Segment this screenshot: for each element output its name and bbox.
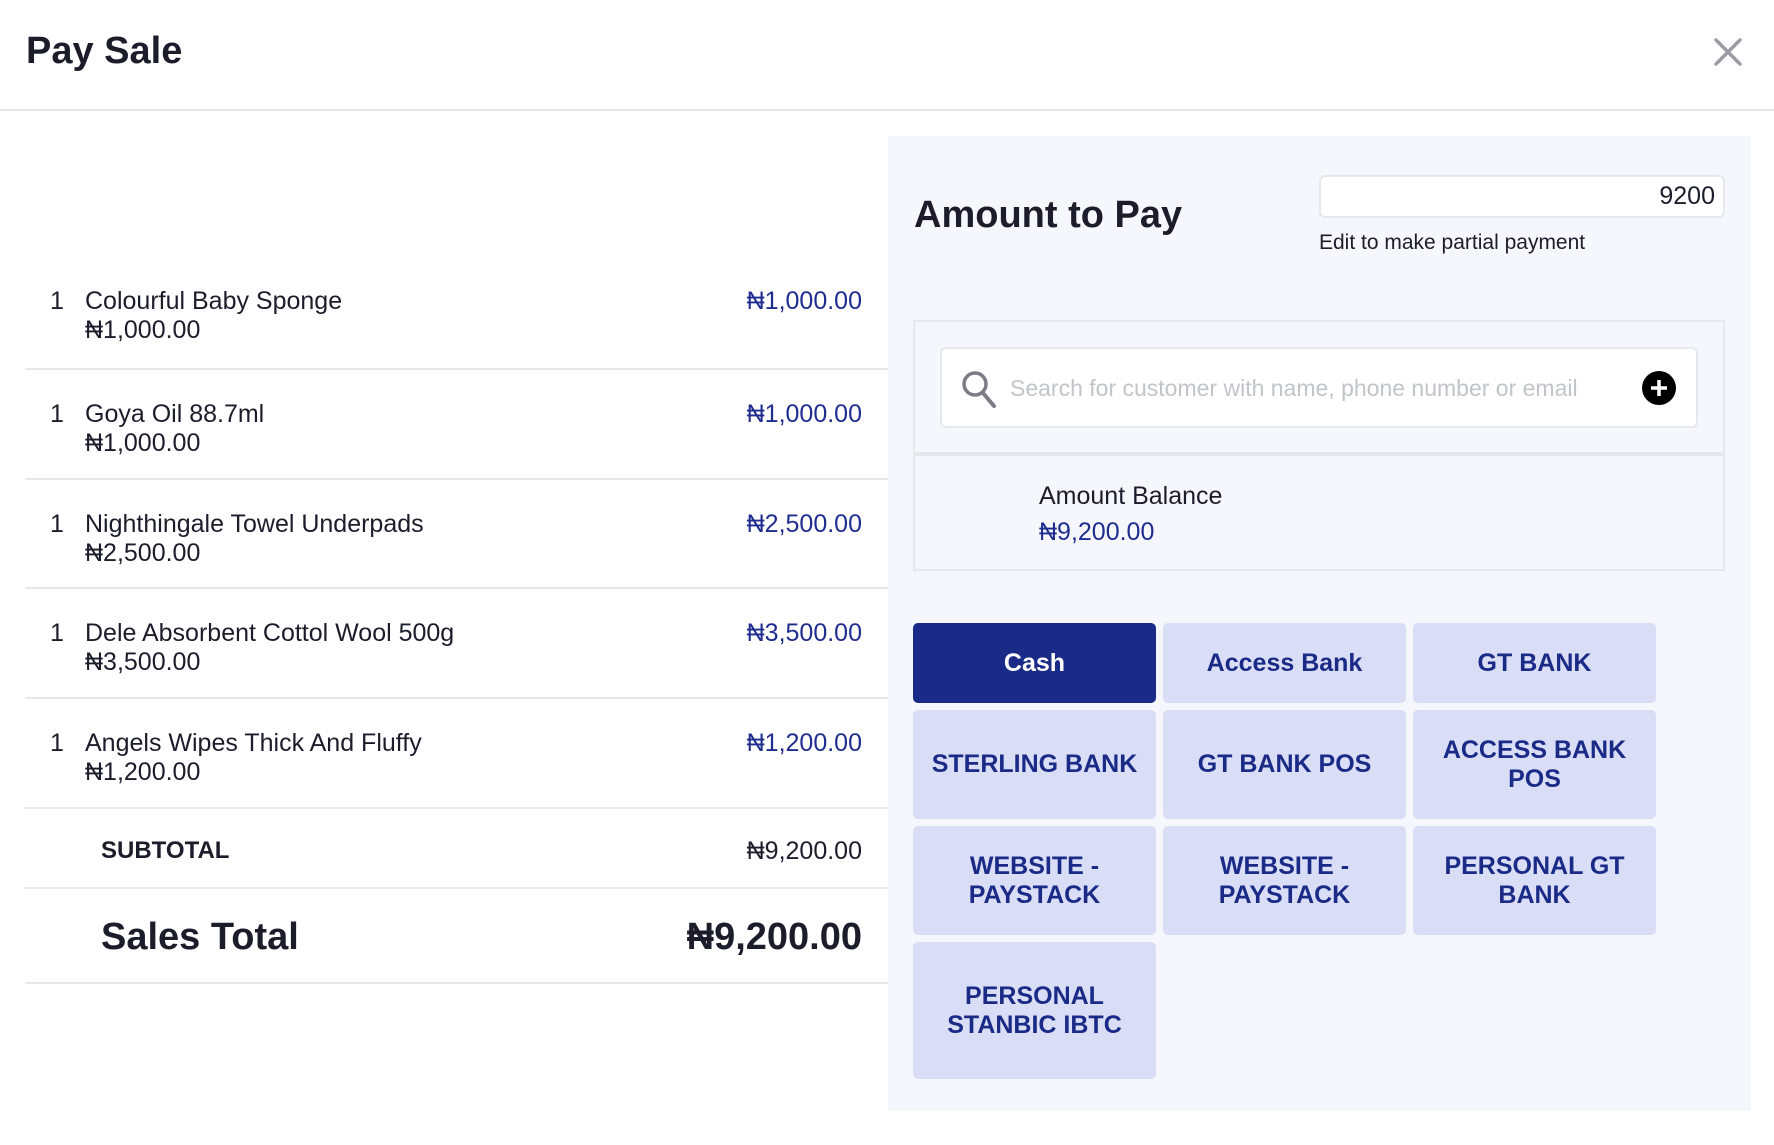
item-qty: 1: [50, 287, 64, 315]
item-row: 1 Angels Wipes Thick And Fluffy ₦1,200.0…: [25, 699, 888, 809]
item-unit-price: ₦1,000.00: [85, 316, 201, 344]
item-total: ₦1,000.00: [746, 400, 862, 428]
payment-method-access-bank[interactable]: Access Bank: [1163, 623, 1406, 703]
item-qty: 1: [50, 510, 64, 538]
payment-method-gt-bank[interactable]: GT BANK: [1413, 623, 1656, 703]
item-unit-price: ₦3,500.00: [85, 648, 201, 676]
payment-method-personal-gt-bank[interactable]: PERSONAL GT BANK: [1413, 826, 1656, 935]
item-unit-price: ₦1,000.00: [85, 429, 201, 457]
balance-box: [913, 456, 1725, 571]
customer-search: [940, 347, 1698, 428]
payment-method-website-paystack[interactable]: WEBSITE - PAYSTACK: [1163, 826, 1406, 935]
item-total: ₦1,200.00: [746, 729, 862, 757]
payment-method-cash[interactable]: Cash: [913, 623, 1156, 703]
add-customer-icon[interactable]: [1642, 371, 1676, 405]
subtotal-row: SUBTOTAL ₦9,200.00: [25, 809, 888, 889]
payment-method-website-paystack[interactable]: WEBSITE - PAYSTACK: [913, 826, 1156, 935]
customer-search-input[interactable]: [1010, 371, 1610, 405]
close-icon[interactable]: [1710, 34, 1746, 70]
search-icon: [962, 371, 996, 408]
sales-total-row: Sales Total ₦9,200.00: [25, 889, 888, 984]
item-qty: 1: [50, 400, 64, 428]
item-total: ₦3,500.00: [746, 619, 862, 647]
item-name: Dele Absorbent Cottol Wool 500g: [85, 619, 455, 647]
item-qty: 1: [50, 619, 64, 647]
amount-balance-label: Amount Balance: [1039, 482, 1223, 510]
item-name: Goya Oil 88.7ml: [85, 400, 265, 428]
item-unit-price: ₦1,200.00: [85, 758, 201, 786]
subtotal-label: SUBTOTAL: [101, 837, 230, 864]
payment-method-gt-bank-pos[interactable]: GT BANK POS: [1163, 710, 1406, 819]
item-name: Colourful Baby Sponge: [85, 287, 343, 315]
item-row: 1 Nighthingale Towel Underpads ₦2,500.00…: [25, 480, 888, 589]
page-title: Pay Sale: [26, 30, 183, 72]
item-qty: 1: [50, 729, 64, 757]
item-unit-price: ₦2,500.00: [85, 539, 201, 567]
payment-method-personal-stanbic-ibtc[interactable]: PERSONAL STANBIC IBTC: [913, 942, 1156, 1079]
item-name: Nighthingale Towel Underpads: [85, 510, 424, 538]
amount-balance-value: ₦9,200.00: [1039, 518, 1155, 546]
sales-total-label: Sales Total: [101, 916, 299, 958]
amount-to-pay-title: Amount to Pay: [914, 194, 1183, 236]
customer-box: [913, 320, 1725, 456]
amount-input[interactable]: [1319, 175, 1725, 218]
sales-total-value: ₦9,200.00: [686, 916, 862, 958]
partial-payment-hint: Edit to make partial payment: [1319, 231, 1586, 254]
subtotal-value: ₦9,200.00: [746, 837, 862, 865]
item-total: ₦2,500.00: [746, 510, 862, 538]
item-row: 1 Goya Oil 88.7ml ₦1,000.00 ₦1,000.00: [25, 370, 888, 480]
payment-method-sterling-bank[interactable]: STERLING BANK: [913, 710, 1156, 819]
item-row: 1 Dele Absorbent Cottol Wool 500g ₦3,500…: [25, 589, 888, 699]
payment-method-access-bank-pos[interactable]: ACCESS BANK POS: [1413, 710, 1656, 819]
header-divider: [0, 109, 1774, 111]
item-total: ₦1,000.00: [746, 287, 862, 315]
item-row: 1 Colourful Baby Sponge ₦1,000.00 ₦1,000…: [25, 257, 888, 370]
item-name: Angels Wipes Thick And Fluffy: [85, 729, 422, 757]
